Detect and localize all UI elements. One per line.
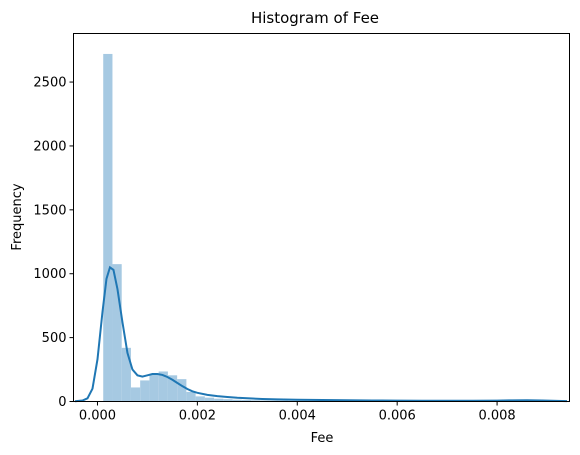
histogram-bar [260,400,270,402]
x-axis-label: Fee [311,431,334,446]
y-tick-label: 2000 [33,139,66,154]
histogram-bars [103,53,547,402]
chart-title: Histogram of Fee [251,9,379,27]
histogram-bar [140,380,150,402]
histogram-bar [103,53,113,402]
histogram-bar [177,379,187,402]
histogram-bar [204,397,215,402]
x-axis: 0.000 0.002 0.004 0.006 0.008 [79,401,516,424]
histogram-bar [167,375,178,402]
x-tick-label: 0.008 [478,409,515,424]
x-tick-label: 0.006 [379,409,416,424]
histogram-bar [214,398,224,402]
histogram-bar [251,400,261,402]
plot-frame [73,33,570,402]
y-tick-label: 2500 [33,76,66,91]
x-tick-label: 0.004 [279,409,316,424]
histogram-bar [223,399,233,402]
x-tick-label: 0.000 [79,409,116,424]
histogram-bar [121,347,131,402]
y-tick-label: 0 [58,395,66,410]
y-tick-label: 1000 [33,267,66,282]
x-tick-label: 0.002 [179,409,216,424]
histogram-bar [232,399,242,402]
y-tick-label: 500 [42,331,67,346]
histogram-bar [130,387,141,402]
histogram-bar [186,391,196,402]
histogram-bar [269,400,279,402]
histogram-bar [158,371,168,402]
histogram-bar [149,374,159,402]
y-axis-label: Frequency [10,183,25,250]
y-tick-label: 1500 [33,203,66,218]
y-axis: 0 500 1000 1500 2000 2500 [33,76,74,410]
histogram-bar [195,396,205,402]
histogram-bar [241,399,252,402]
kde-curve [74,265,568,403]
histogram-bar [112,264,122,402]
